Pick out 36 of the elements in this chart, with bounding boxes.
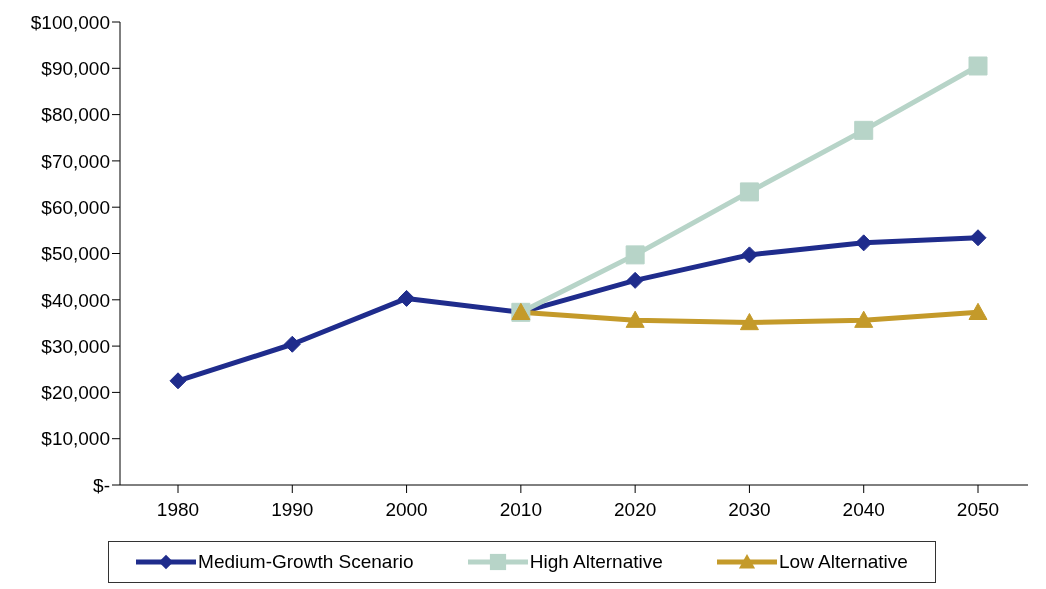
- legend-label: Low Alternative: [779, 551, 908, 573]
- y-tick-label: $40,000: [41, 289, 110, 311]
- x-tick-label: 2020: [614, 499, 657, 521]
- legend-label: Medium-Growth Scenario: [198, 551, 414, 573]
- point: [169, 372, 187, 390]
- x-tick-label: 1990: [271, 499, 314, 521]
- point: [739, 312, 759, 331]
- y-tick-label: $60,000: [41, 196, 110, 218]
- point: [969, 229, 987, 247]
- point: [283, 335, 301, 353]
- x-tick-label: 2030: [728, 499, 771, 521]
- y-tick-label: $50,000: [41, 243, 110, 265]
- x-tick-label: 1980: [156, 499, 200, 521]
- y-tick-label: $10,000: [41, 428, 110, 450]
- y-tick-label: $100,000: [30, 11, 110, 33]
- y-tick-label: $70,000: [41, 150, 110, 172]
- point: [968, 56, 988, 76]
- point: [398, 289, 416, 307]
- point: [739, 182, 759, 202]
- point: [625, 310, 645, 328]
- x-tick-label: 2040: [842, 499, 885, 521]
- legend-label: High Alternative: [529, 551, 663, 573]
- y-tick-label: $20,000: [41, 382, 110, 404]
- point: [740, 246, 758, 264]
- y-tick-label: $-: [93, 474, 110, 496]
- y-tick-label: $30,000: [41, 335, 110, 357]
- point: [854, 310, 874, 328]
- y-tick-label: $80,000: [41, 104, 110, 126]
- point: [626, 271, 644, 289]
- x-tick-label: 2010: [499, 499, 542, 521]
- point: [968, 302, 988, 320]
- x-tick-label: 2050: [956, 499, 1000, 521]
- point: [625, 245, 645, 265]
- point: [854, 120, 874, 140]
- y-tick-label: $90,000: [41, 58, 110, 80]
- x-tick-label: 2000: [385, 499, 428, 521]
